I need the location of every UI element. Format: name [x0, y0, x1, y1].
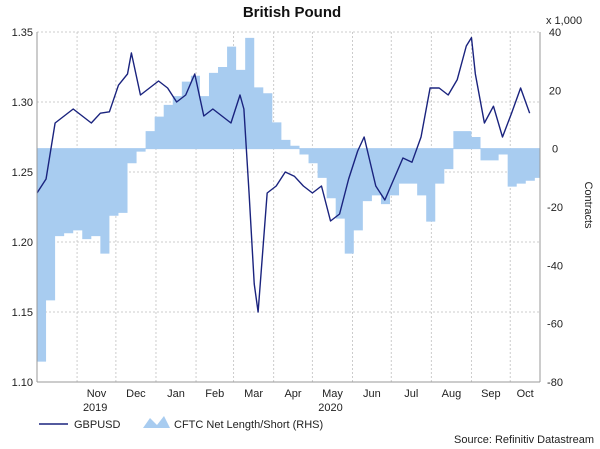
left-tick-label: 1.30 — [12, 97, 33, 109]
month-tick-label: Jun — [363, 388, 381, 400]
month-tick-label: May — [322, 388, 343, 400]
left-tick-label: 1.35 — [12, 27, 33, 39]
right-tick-label: 20 — [549, 85, 561, 97]
legend: GBPUSD CFTC Net Length/Short (RHS) — [39, 416, 323, 431]
axes: 1.10 1.15 1.20 1.25 1.30 1.35 -80 -60 -40 -20 0 20 4… — [12, 27, 563, 414]
legend-cftc-swatch — [143, 416, 170, 428]
month-tick-label: Mar — [244, 388, 263, 400]
month-tick-label: Jan — [167, 388, 185, 400]
right-axis-label: Contracts — [582, 181, 594, 229]
year-tick-label: 2020 — [318, 402, 342, 414]
right-tick-label: -40 — [547, 260, 563, 272]
right-tick-label: -60 — [547, 319, 563, 331]
month-tick-label: Nov — [87, 388, 107, 400]
right-tick-label: 0 — [552, 144, 558, 156]
legend-gbpusd-label: GBPUSD — [74, 419, 121, 431]
left-tick-label: 1.20 — [12, 237, 33, 249]
month-tick-label: Aug — [442, 388, 462, 400]
legend-cftc-label: CFTC Net Length/Short (RHS) — [174, 419, 323, 431]
right-tick-label: 40 — [549, 27, 561, 39]
cftc-area — [37, 37, 540, 362]
source-note: Source: Refinitiv Datastream — [454, 434, 594, 446]
month-tick-label: Sep — [481, 388, 501, 400]
year-tick-label: 2019 — [83, 402, 107, 414]
month-tick-label: Dec — [126, 388, 146, 400]
month-tick-label: Oct — [517, 388, 534, 400]
cftc-area-series — [37, 37, 540, 362]
gbpusd-line-series — [36, 36, 531, 313]
left-tick-label: 1.10 — [12, 377, 33, 389]
right-tick-label: -20 — [547, 202, 563, 214]
month-tick-label: Jul — [404, 388, 418, 400]
month-tick-label: Feb — [205, 388, 224, 400]
month-tick-label: Apr — [284, 388, 301, 400]
right-axis-multiplier: x 1,000 — [546, 15, 582, 27]
gbpusd-line — [36, 36, 531, 313]
left-tick-label: 1.25 — [12, 167, 33, 179]
chart-title: British Pound — [243, 4, 341, 21]
right-tick-label: -80 — [547, 377, 563, 389]
left-tick-label: 1.15 — [12, 307, 33, 319]
